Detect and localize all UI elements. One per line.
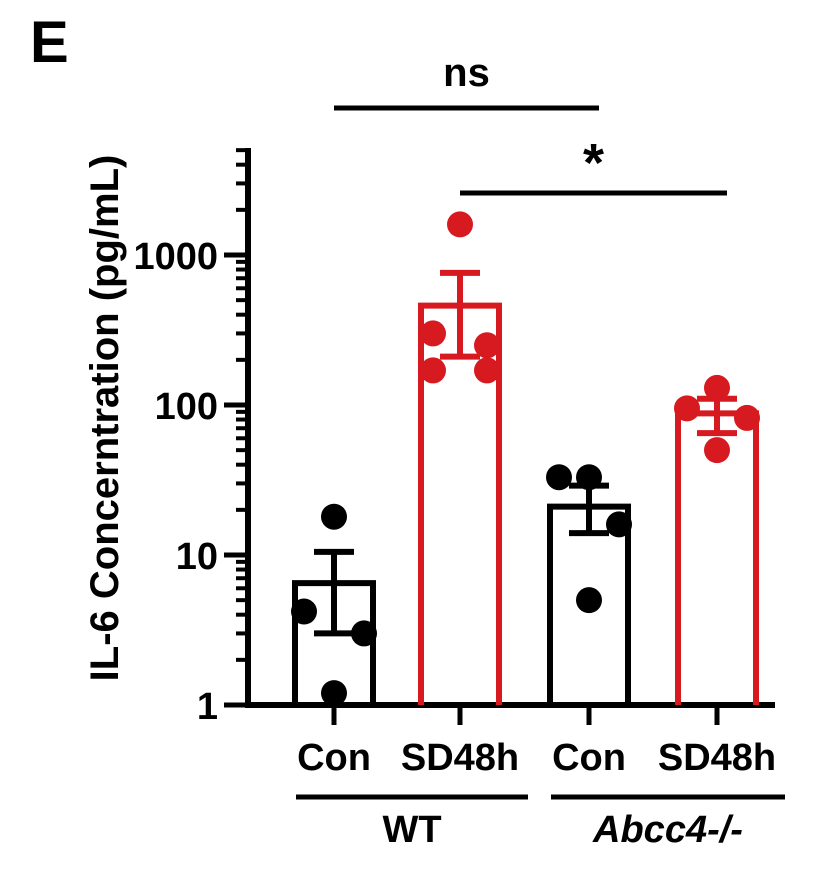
data-point bbox=[474, 357, 500, 384]
data-point bbox=[606, 511, 632, 538]
data-point bbox=[704, 374, 730, 401]
data-point bbox=[576, 587, 602, 614]
data-point bbox=[420, 357, 446, 384]
data-point bbox=[734, 404, 760, 431]
x-category-label: SD48h bbox=[401, 737, 519, 779]
y-axis-label: IL-6 Concerntration (pg/mL) bbox=[83, 155, 127, 682]
data-point bbox=[674, 395, 700, 422]
y-tick-label: 10 bbox=[176, 536, 218, 578]
data-point bbox=[576, 464, 602, 491]
data-point bbox=[474, 332, 500, 359]
data-point bbox=[291, 598, 317, 625]
data-point bbox=[704, 437, 730, 464]
x-category-label: Con bbox=[552, 737, 626, 779]
group-label: WT bbox=[382, 809, 441, 851]
y-tick-label: 100 bbox=[155, 386, 218, 428]
data-point bbox=[420, 320, 446, 347]
data-point bbox=[447, 211, 473, 238]
data-point bbox=[321, 503, 347, 530]
y-tick-label: 1000 bbox=[133, 236, 218, 278]
significance-label: * bbox=[583, 133, 604, 193]
panel-label: E bbox=[30, 10, 69, 75]
y-tick-label: 1 bbox=[197, 686, 218, 728]
x-category-label: Con bbox=[297, 737, 371, 779]
group-label: Abcc4-/- bbox=[592, 809, 743, 851]
significance-label: ns bbox=[443, 51, 490, 95]
data-point bbox=[321, 680, 347, 707]
data-point bbox=[351, 620, 377, 647]
x-category-label: SD48h bbox=[658, 737, 776, 779]
plot-area: 1 10 100 1000 Con SD48h Con SD48h WT Abcc4-/- ns * bbox=[133, 51, 785, 851]
data-point bbox=[546, 464, 572, 491]
